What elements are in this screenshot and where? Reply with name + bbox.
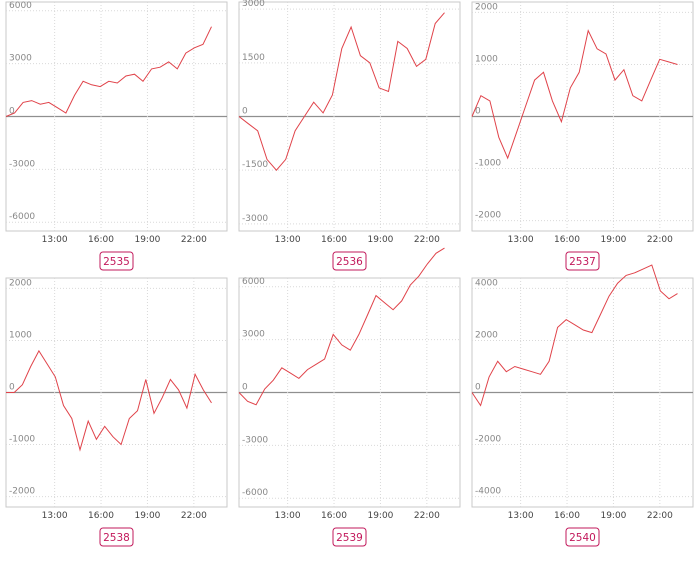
- y-tick-label: -2000: [475, 211, 501, 221]
- y-tick-label: 4000: [475, 278, 498, 288]
- y-tick-label: 3000: [242, 330, 265, 340]
- x-tick-label: 13:00: [42, 511, 68, 521]
- label-badge-text: 2536: [336, 256, 363, 268]
- x-tick-label: 22:00: [647, 511, 673, 521]
- y-tick-label: 0: [9, 107, 15, 117]
- y-tick-label: 3000: [9, 54, 32, 64]
- y-tick-label: -6000: [242, 488, 268, 498]
- y-tick-label: 0: [475, 383, 481, 393]
- x-tick-label: 22:00: [414, 235, 440, 245]
- y-tick-label: 3000: [242, 0, 265, 9]
- x-tick-label: 19:00: [367, 235, 393, 245]
- x-tick-label: 13:00: [508, 235, 534, 245]
- y-tick-label: -3000: [9, 159, 35, 169]
- y-tick-label: 0: [475, 107, 481, 117]
- series-line-2540: [471, 264, 678, 407]
- y-tick-label: 1500: [242, 53, 265, 63]
- series-line-2536: [238, 12, 445, 171]
- x-tick-label: 22:00: [181, 511, 207, 521]
- y-tick-label: 0: [9, 383, 15, 393]
- label-badge: [565, 251, 600, 271]
- y-tick-label: -2000: [475, 435, 501, 445]
- x-tick-label: 16:00: [554, 511, 580, 521]
- series-line-2535: [5, 26, 212, 117]
- x-tick-label: 16:00: [88, 511, 114, 521]
- x-tick-label: 19:00: [367, 511, 393, 521]
- x-tick-label: 19:00: [600, 235, 626, 245]
- label-badge: [99, 527, 134, 547]
- x-tick-label: 13:00: [508, 511, 534, 521]
- y-tick-label: -1500: [242, 160, 268, 170]
- label-badge-text: 2539: [336, 532, 363, 544]
- y-tick-label: 2000: [475, 2, 498, 12]
- y-tick-label: -4000: [475, 487, 501, 497]
- x-tick-label: 19:00: [134, 235, 160, 245]
- x-tick-label: 16:00: [321, 511, 347, 521]
- y-tick-label: 2000: [9, 278, 32, 288]
- y-tick-label: -6000: [9, 212, 35, 222]
- y-tick-label: 0: [242, 107, 248, 117]
- series-line-2538: [6, 349, 212, 452]
- y-tick-label: 1000: [475, 54, 498, 64]
- x-tick-label: 13:00: [275, 235, 301, 245]
- chart-panel-2535: 6000 3000 0 -3000 -6000 13:00 16:00 19:00 22:00 2…: [5, 1, 228, 271]
- label-badge: [332, 251, 367, 271]
- x-tick-label: 22:00: [414, 511, 440, 521]
- x-tick-label: 19:00: [134, 511, 160, 521]
- y-tick-label: 6000: [242, 277, 265, 287]
- chart-panel-2537: 2000 1000 0 -1000 -2000 13:00 16:00 19:00 22:00 2…: [471, 1, 694, 271]
- y-tick-label: -1000: [9, 435, 35, 445]
- label-badge-text: 2538: [103, 532, 130, 544]
- label-badge-text: 2535: [103, 256, 130, 268]
- label-badge-text: 2537: [569, 256, 596, 268]
- y-tick-label: 6000: [9, 1, 32, 11]
- series-line-2537: [471, 29, 678, 160]
- chart-panel-2536: 3000 1500 0 -1500 -3000 13:00 16:00 19:00 22:00 2…: [238, 0, 461, 271]
- x-tick-label: 16:00: [321, 235, 347, 245]
- chart-panel-2540: 4000 2000 0 -2000 -4000 13:00 16:00 19:00 22:00 2…: [471, 264, 694, 547]
- y-tick-label: -2000: [9, 487, 35, 497]
- chart-grid: 6000 3000 0 -3000 -6000 13:00 16:00 19:00 22:00 2…: [5, 0, 694, 547]
- x-tick-label: 13:00: [42, 235, 68, 245]
- label-badge-text: 2540: [569, 532, 596, 544]
- y-tick-label: 1000: [9, 330, 32, 340]
- y-tick-label: -3000: [242, 214, 268, 224]
- x-tick-label: 13:00: [275, 511, 301, 521]
- x-tick-label: 19:00: [600, 511, 626, 521]
- x-tick-label: 16:00: [88, 235, 114, 245]
- series-line-2539: [238, 247, 445, 406]
- chart-panel-2538: 2000 1000 0 -1000 -2000 13:00 16:00 19:00 22:00 2…: [5, 277, 228, 547]
- y-tick-label: 0: [242, 383, 248, 393]
- chart-panel-2539: 6000 3000 0 -3000 -6000 13:00 16:00 19:00 22:00 2…: [238, 247, 461, 547]
- y-tick-label: 2000: [475, 330, 498, 340]
- label-badge: [565, 527, 600, 547]
- x-tick-label: 16:00: [554, 235, 580, 245]
- y-tick-label: -3000: [242, 435, 268, 445]
- x-tick-label: 22:00: [181, 235, 207, 245]
- label-badge: [99, 251, 134, 271]
- y-tick-label: -1000: [475, 159, 501, 169]
- x-tick-label: 22:00: [647, 235, 673, 245]
- label-badge: [332, 527, 367, 547]
